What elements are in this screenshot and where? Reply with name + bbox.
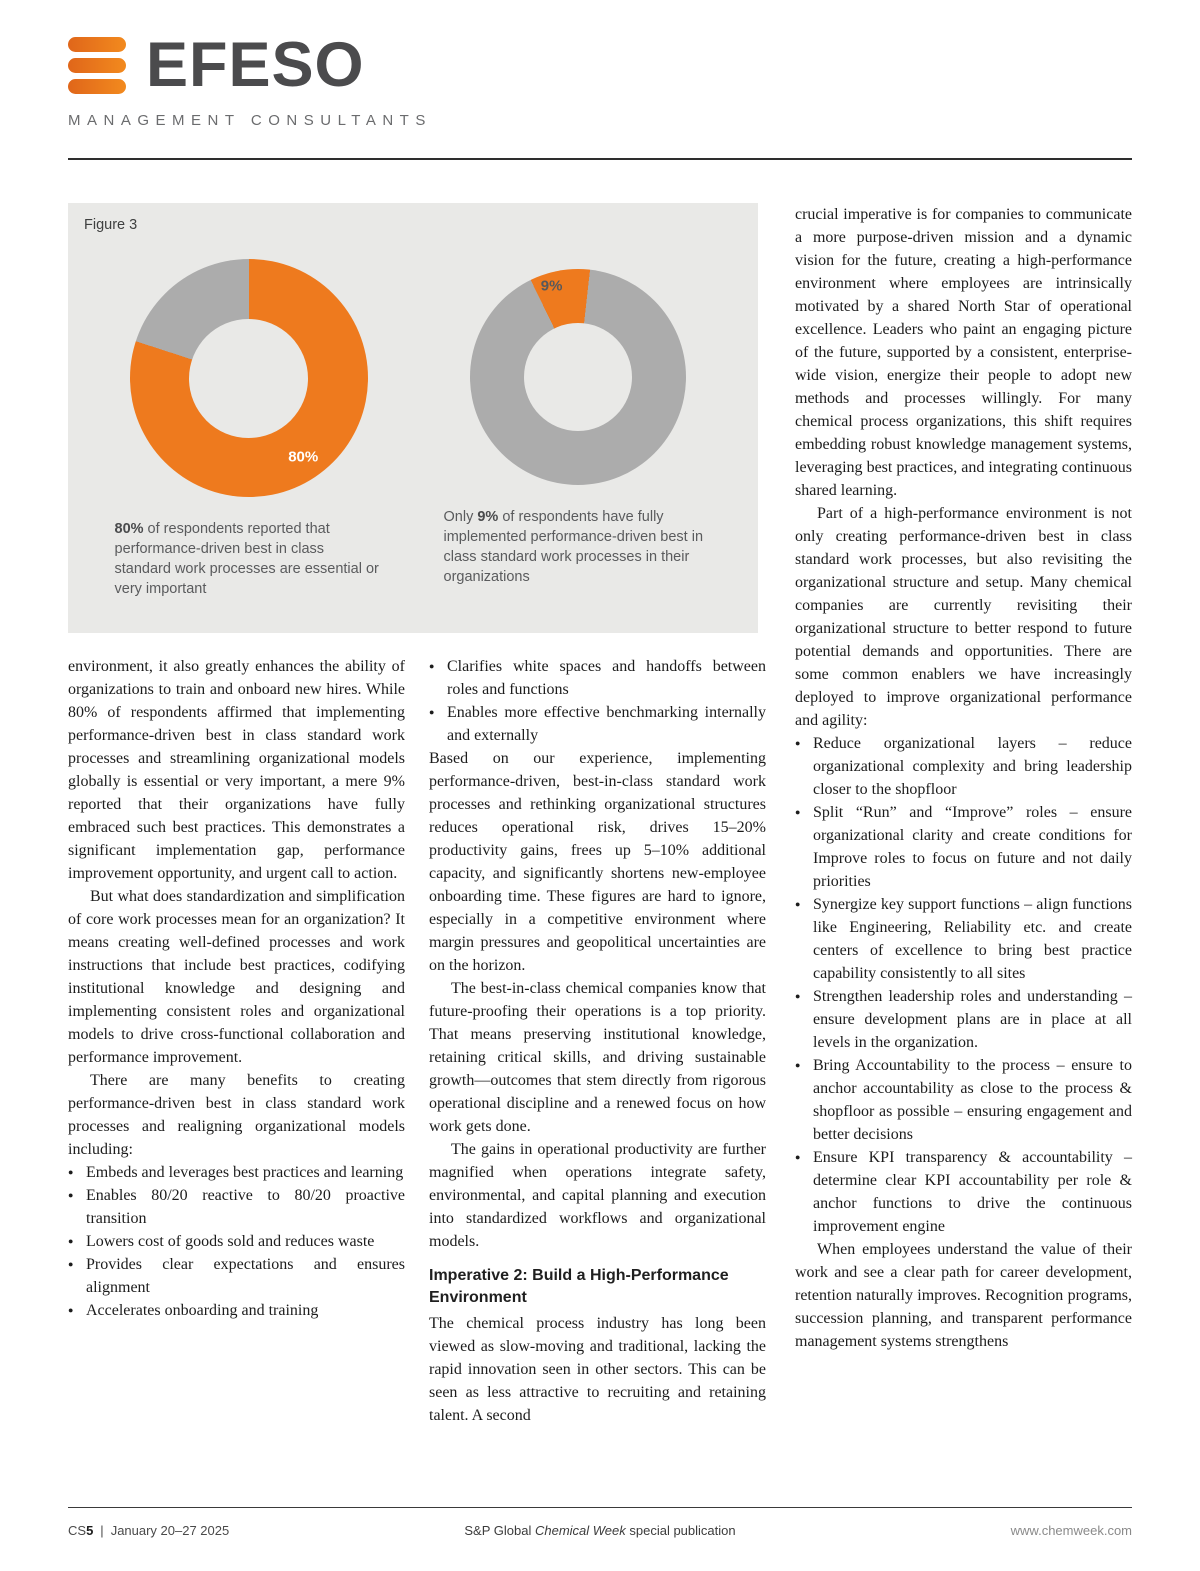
bullet-item: ● Enables more effective benchmarking int… [429,701,766,747]
page-footer: CS5 | January 20–27 2025 S&P Global Chem… [68,1523,1132,1538]
bullet-item: ● Ensure KPI transparency & accountabilit… [795,1146,1132,1238]
bullet-text: Lowers cost of goods sold and reduces wa… [86,1233,375,1250]
bullet-icon: ● [429,707,435,717]
footer-separator: | [100,1523,104,1538]
caption-segment: 80% [114,521,144,537]
body-paragraph: crucial imperative is for companies to c… [795,206,1132,499]
bullet-icon: ● [795,1152,801,1162]
bullet-item: ● Accelerates onboarding and training [68,1299,405,1322]
page-content: Figure 3 80% 80% of respondents reported… [68,203,1132,1427]
page-number: CS5 [68,1523,93,1538]
caption-segment: of respondents have fully implemented pe… [443,509,704,585]
left-region: Figure 3 80% 80% of respondents reported… [68,203,766,1427]
body-paragraph: There are many benefits to creating perf… [68,1072,405,1158]
footer-page-info: CS5 | January 20–27 2025 [68,1523,423,1538]
efeso-logo-icon [68,37,126,94]
footer-publication: S&P Global Chemical Week special publica… [423,1523,778,1538]
body-paragraph: But what does standardization and simpli… [68,888,405,1066]
text-column-2: ● Clarifies white spaces and handoffs bet… [429,655,766,1427]
bullet-icon: ● [795,1060,801,1070]
figure-label: Figure 3 [84,217,138,233]
logo-bar [68,58,126,73]
page-header: EFESO MANAGEMENT CONSULTANTS [68,34,432,129]
logo-bar [68,37,126,52]
bullet-item: ● Strengthen leadership roles and underst… [795,985,1132,1054]
footer-url[interactable]: www.chemweek.com [1010,1523,1133,1538]
bullet-text: Synergize key support functions – align … [813,896,1132,982]
brand-logo: EFESO [68,34,432,97]
bullet-item: ● Clarifies white spaces and handoffs bet… [429,655,766,701]
brand-wordmark: EFESO [146,30,365,100]
bullet-item: ● Embeds and leverages best practices and… [68,1161,405,1184]
body-paragraph: environment, it also greatly enhances th… [68,658,405,882]
bullet-icon: ● [795,807,801,817]
bullet-item: ● Enables 80/20 reactive to 80/20 proacti… [68,1184,405,1230]
charts-row: 80% 80% of respondents reported that per… [84,259,742,599]
bullet-icon: ● [68,1236,74,1246]
bullet-icon: ● [68,1259,74,1269]
donut-value-label: 9% [540,277,563,295]
text-column-1: environment, it also greatly enhances th… [68,655,405,1427]
bullet-text: Enables more effective benchmarking inte… [447,704,766,744]
bullet-text: Embeds and leverages best practices and … [86,1164,404,1181]
body-paragraph: Based on our experience, implementing pe… [429,750,766,974]
bullet-item: ● Reduce organizational layers – reduce o… [795,732,1132,801]
page-prefix: CS [68,1523,87,1538]
body-paragraph: The gains in operational productivity ar… [429,1141,766,1250]
bullet-icon: ● [68,1167,74,1177]
publication-post: special publication [625,1523,736,1538]
publication-name: Chemical Week [534,1523,626,1538]
body-paragraph: Part of a high-performance environment i… [795,505,1132,729]
body-paragraph: The best-in-class chemical companies kno… [429,980,766,1135]
bullet-item: ● Split “Run” and “Improve” roles – ensur… [795,801,1132,893]
donut-chart-9pct: 9% [469,269,686,485]
donut-chart-80pct: 80% [129,259,368,497]
bullet-text: Reduce organizational layers – reduce or… [813,735,1132,798]
figure-3: Figure 3 80% 80% of respondents reported… [68,203,758,633]
bullet-item: ● Lowers cost of goods sold and reduces w… [68,1230,405,1253]
brand-subtitle: MANAGEMENT CONSULTANTS [68,112,432,129]
issue-date: January 20–27 2025 [110,1523,230,1538]
bullet-text: Bring Accountability to the process – en… [813,1057,1132,1143]
bullet-item: ● Provides clear expectations and ensures… [68,1253,405,1299]
caption-segment: Only [443,509,478,525]
bullet-text: Strengthen leadership roles and understa… [813,988,1132,1051]
donut-value-label: 80% [288,448,319,466]
page-num: 5 [86,1523,94,1538]
two-columns: environment, it also greatly enhances th… [68,655,766,1427]
caption-segment: of respondents reported that performance… [114,521,379,597]
bullet-text: Ensure KPI transparency & accountability… [813,1149,1132,1235]
chart-column-right: 9% Only 9% of respondents have fully imp… [413,259,742,599]
bullet-icon: ● [429,661,435,671]
publication-pre: S&P Global [464,1523,535,1538]
body-paragraph: When employees understand the value of t… [795,1241,1132,1350]
section-heading: Imperative 2: Build a High-Performance E… [429,1267,729,1306]
caption-segment: 9% [477,509,499,525]
logo-bar [68,79,126,94]
bullet-icon: ● [795,738,801,748]
body-paragraph: The chemical process industry has long b… [429,1315,766,1424]
bullet-text: Provides clear expectations and ensures … [86,1256,405,1296]
header-divider [68,158,1132,160]
bullet-text: Split “Run” and “Improve” roles – ensure… [813,804,1132,890]
donut-hole [189,318,308,438]
bullet-text: Enables 80/20 reactive to 80/20 proactiv… [86,1187,405,1227]
text-column-3: crucial imperative is for companies to c… [795,203,1132,1427]
bullet-icon: ● [795,899,801,909]
bullet-text: Accelerates onboarding and training [86,1302,319,1319]
donut-hole [523,323,632,431]
footer-divider [68,1507,1132,1508]
chart-column-left: 80% 80% of respondents reported that per… [84,259,413,599]
bullet-item: ● Bring Accountability to the process – e… [795,1054,1132,1146]
bullet-item: ● Synergize key support functions – align… [795,893,1132,985]
bullet-icon: ● [795,991,801,1001]
chart-caption-right: Only 9% of respondents have fully implem… [444,507,712,587]
bullet-icon: ● [68,1190,74,1200]
bullet-text: Clarifies white spaces and handoffs betw… [447,658,766,698]
bullet-icon: ● [68,1305,74,1315]
chart-caption-left: 80% of respondents reported that perform… [115,519,383,599]
